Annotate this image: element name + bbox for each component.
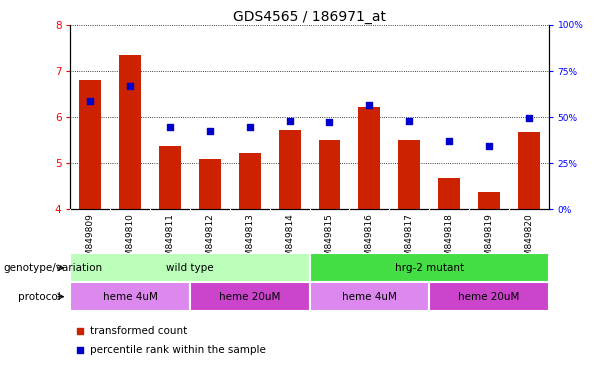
Bar: [438, 178, 460, 209]
Bar: [310, 253, 549, 282]
Point: [405, 118, 414, 124]
Text: transformed count: transformed count: [89, 326, 187, 336]
Bar: [310, 282, 429, 311]
Bar: [120, 55, 141, 209]
Title: GDS4565 / 186971_at: GDS4565 / 186971_at: [233, 10, 386, 24]
Text: hrg-2 mutant: hrg-2 mutant: [395, 263, 463, 273]
Text: wild type: wild type: [166, 263, 214, 273]
Point: [75, 347, 85, 353]
Text: protocol: protocol: [18, 291, 61, 302]
Bar: [429, 282, 549, 311]
Bar: [199, 159, 221, 209]
Bar: [70, 253, 310, 282]
Text: heme 4uM: heme 4uM: [103, 291, 158, 302]
Text: heme 20uM: heme 20uM: [219, 291, 281, 302]
Text: GSM849810: GSM849810: [126, 213, 135, 268]
Point: [364, 102, 374, 108]
Text: GSM849817: GSM849817: [405, 213, 414, 268]
Point: [444, 138, 454, 144]
Bar: [70, 282, 190, 311]
Text: GSM849814: GSM849814: [285, 213, 294, 268]
Text: GSM849815: GSM849815: [325, 213, 334, 268]
Point: [484, 142, 494, 149]
Point: [325, 119, 335, 125]
Point: [524, 115, 533, 121]
Bar: [398, 140, 420, 209]
Text: GSM849818: GSM849818: [444, 213, 454, 268]
Text: genotype/variation: genotype/variation: [3, 263, 102, 273]
Point: [205, 128, 215, 134]
Text: GSM849820: GSM849820: [524, 213, 533, 268]
Text: heme 20uM: heme 20uM: [458, 291, 520, 302]
Text: heme 4uM: heme 4uM: [342, 291, 397, 302]
Point: [166, 124, 175, 130]
Text: GSM849809: GSM849809: [86, 213, 95, 268]
Bar: [518, 132, 539, 209]
Point: [284, 118, 294, 124]
Point: [245, 124, 255, 130]
Text: GSM849819: GSM849819: [484, 213, 493, 268]
Bar: [80, 80, 101, 209]
Bar: [190, 282, 310, 311]
Point: [75, 328, 85, 334]
Text: GSM849812: GSM849812: [205, 213, 215, 268]
Bar: [239, 153, 261, 209]
Bar: [319, 140, 340, 209]
Text: GSM849813: GSM849813: [245, 213, 254, 268]
Text: GSM849816: GSM849816: [365, 213, 374, 268]
Point: [125, 83, 135, 89]
Point: [86, 98, 96, 104]
Bar: [279, 130, 300, 209]
Text: GSM849811: GSM849811: [166, 213, 175, 268]
Bar: [478, 192, 500, 209]
Bar: [159, 146, 181, 209]
Text: percentile rank within the sample: percentile rank within the sample: [89, 345, 265, 356]
Bar: [359, 107, 380, 209]
